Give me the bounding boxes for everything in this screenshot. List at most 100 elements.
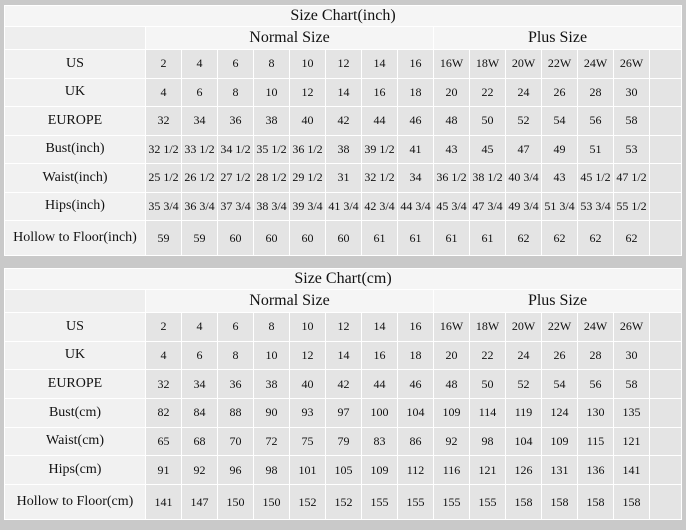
size-cell: 90 [253, 397, 290, 428]
size-cell: 56 [577, 106, 614, 136]
size-cell: 61 [433, 220, 470, 256]
size-cell: 135 [613, 397, 650, 428]
size-cell: 126 [505, 455, 542, 485]
size-cell: 2 [145, 49, 182, 79]
table-row: UK 4 6 8 10 12 14 16 18 20 22 24 26 28 30 [4, 340, 682, 371]
row-label: UK [4, 340, 146, 371]
size-cell: 124 [541, 397, 578, 428]
size-cell: 47 3/4 [469, 191, 506, 221]
size-cell: 43 [541, 163, 578, 193]
table-row: EUROPE 32 34 36 38 40 42 44 46 48 50 52 54 56 58 [4, 106, 682, 136]
table-row: Waist(cm) 65 68 70 72 75 79 83 86 92 98 104 109 115 12… [4, 426, 682, 457]
size-cell: 44 3/4 [397, 191, 434, 221]
size-cell: 36 [217, 106, 254, 136]
size-cell: 18W [469, 312, 506, 342]
size-cell: 36 1/2 [289, 134, 326, 164]
size-cell: 36 [217, 369, 254, 399]
size-cell: 136 [577, 455, 614, 485]
size-cell: 14 [361, 312, 398, 342]
empty-cell [649, 49, 682, 79]
size-cell: 28 [577, 340, 614, 371]
size-cell: 150 [253, 484, 290, 520]
size-cell: 16W [433, 49, 470, 79]
empty-cell [649, 191, 682, 221]
size-cell: 45 3/4 [433, 191, 470, 221]
table-row: Hips(inch) 35 3/4 36 3/4 37 3/4 38 3/4 39 3/4… [4, 191, 682, 221]
size-cell: 130 [577, 397, 614, 428]
size-cell: 42 3/4 [361, 191, 398, 221]
size-cell: 158 [505, 484, 542, 520]
size-cell: 31 [325, 163, 362, 193]
size-cell: 55 1/2 [613, 191, 650, 221]
size-cell: 65 [145, 426, 182, 457]
group-header-plus: Plus Size [433, 289, 682, 313]
size-cell: 10 [253, 340, 290, 371]
size-cell: 61 [361, 220, 398, 256]
size-cell: 121 [469, 455, 506, 485]
size-cell: 52 [505, 106, 542, 136]
size-cell: 61 [469, 220, 506, 256]
size-cell: 46 [397, 106, 434, 136]
size-cell: 52 [505, 369, 542, 399]
size-cell: 28 [577, 77, 614, 107]
row-label: Hips(cm) [4, 455, 146, 485]
size-cell: 93 [289, 397, 326, 428]
size-table: Size Chart(inch) Normal Size Plus Size US… [4, 5, 682, 256]
size-cell: 20W [505, 312, 542, 342]
size-cell: 34 [397, 163, 434, 193]
size-cell: 62 [577, 220, 614, 256]
table-row: Bust(inch) 32 1/2 33 1/2 34 1/2 35 1/2 36 1/2… [4, 134, 682, 164]
size-cell: 61 [397, 220, 434, 256]
row-label: Waist(inch) [4, 163, 146, 193]
size-cell: 4 [181, 49, 218, 79]
table-row: Hollow to Floor(inch) 59 59 60 60 60 60 61 61 61 6… [4, 220, 682, 256]
size-cell: 45 1/2 [577, 163, 614, 193]
size-cell: 60 [253, 220, 290, 256]
size-cell: 92 [433, 426, 470, 457]
size-cell: 35 3/4 [145, 191, 182, 221]
size-cell: 12 [289, 77, 326, 107]
size-cell: 38 [325, 134, 362, 164]
size-cell: 40 [289, 369, 326, 399]
size-cell: 152 [289, 484, 326, 520]
size-cell: 24W [577, 49, 614, 79]
size-cell: 54 [541, 369, 578, 399]
size-cell: 59 [181, 220, 218, 256]
size-cell: 116 [433, 455, 470, 485]
size-cell: 14 [325, 77, 362, 107]
row-label: Hips(inch) [4, 191, 146, 221]
size-cell: 79 [325, 426, 362, 457]
row-label: EUROPE [4, 106, 146, 136]
corner-cell [4, 289, 146, 313]
size-cell: 59 [145, 220, 182, 256]
size-cell: 155 [361, 484, 398, 520]
size-cell: 42 [325, 369, 362, 399]
size-cell: 32 1/2 [361, 163, 398, 193]
size-cell: 54 [541, 106, 578, 136]
size-cell: 48 [433, 106, 470, 136]
corner-cell [4, 26, 146, 50]
table-row: Bust(cm) 82 84 88 90 93 97 100 104 109 114 119 124 13… [4, 397, 682, 428]
empty-cell [649, 397, 682, 428]
group-header-normal: Normal Size [145, 289, 434, 313]
size-cell: 158 [577, 484, 614, 520]
empty-cell [649, 455, 682, 485]
size-cell: 119 [505, 397, 542, 428]
size-cell: 22 [469, 77, 506, 107]
size-cell: 84 [181, 397, 218, 428]
size-cell: 98 [469, 426, 506, 457]
size-cell: 10 [289, 312, 326, 342]
row-label: Waist(cm) [4, 426, 146, 457]
size-cell: 62 [541, 220, 578, 256]
size-cell: 101 [289, 455, 326, 485]
table-row: EUROPE 32 34 36 38 40 42 44 46 48 50 52 54 56 58 [4, 369, 682, 399]
size-cell: 131 [541, 455, 578, 485]
size-cell: 50 [469, 106, 506, 136]
size-cell: 158 [541, 484, 578, 520]
size-cell: 51 3/4 [541, 191, 578, 221]
size-cell: 40 3/4 [505, 163, 542, 193]
size-cell: 35 1/2 [253, 134, 290, 164]
size-cell: 29 1/2 [289, 163, 326, 193]
size-cell: 26W [613, 312, 650, 342]
size-cell: 38 [253, 369, 290, 399]
